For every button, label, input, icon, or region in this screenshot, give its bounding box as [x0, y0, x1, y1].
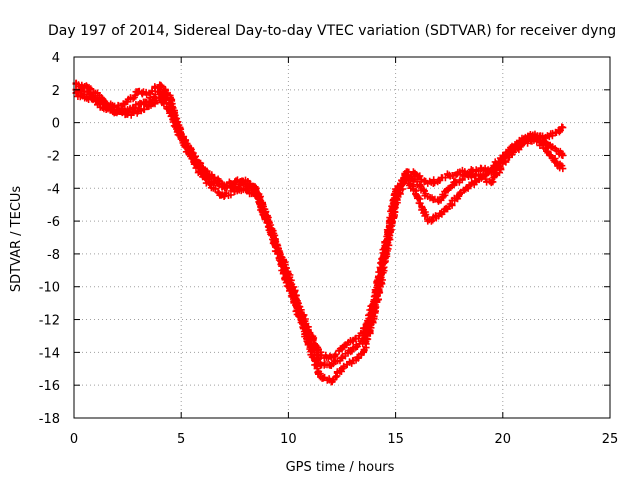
x-tick-label: 15 [387, 432, 404, 447]
chart-title: Day 197 of 2014, Sidereal Day-to-day VTE… [48, 23, 616, 39]
x-axis-label: GPS time / hours [286, 460, 395, 475]
plot-frame [73, 56, 611, 419]
y-tick-label: -16 [39, 379, 60, 394]
x-tick-label: 0 [70, 432, 78, 447]
y-tick-label: -6 [47, 215, 60, 230]
data-points [72, 79, 567, 386]
y-tick-label: 4 [52, 51, 60, 66]
y-axis-label: SDTVAR / TECUs [9, 186, 24, 293]
y-tick-label: -14 [39, 346, 60, 361]
series-satellite-track-c [72, 86, 567, 369]
series-trace [72, 89, 566, 386]
y-tick-label: -10 [39, 281, 60, 296]
grid [74, 57, 610, 418]
x-tick-label: 5 [177, 432, 185, 447]
y-tick-label: 2 [52, 84, 60, 99]
y-tick-label: -4 [47, 182, 60, 197]
y-tick-label: -18 [39, 412, 60, 427]
y-tick-label: -8 [47, 248, 60, 263]
x-tick-label: 20 [495, 432, 512, 447]
series-trace [72, 86, 566, 369]
y-tick-label: 0 [52, 117, 60, 132]
y-tick-label: -2 [47, 149, 60, 164]
y-tick-label: -12 [39, 314, 60, 329]
x-tick-label: 25 [602, 432, 619, 447]
series-satellite-track-b [72, 89, 567, 386]
x-tick-label: 10 [280, 432, 297, 447]
